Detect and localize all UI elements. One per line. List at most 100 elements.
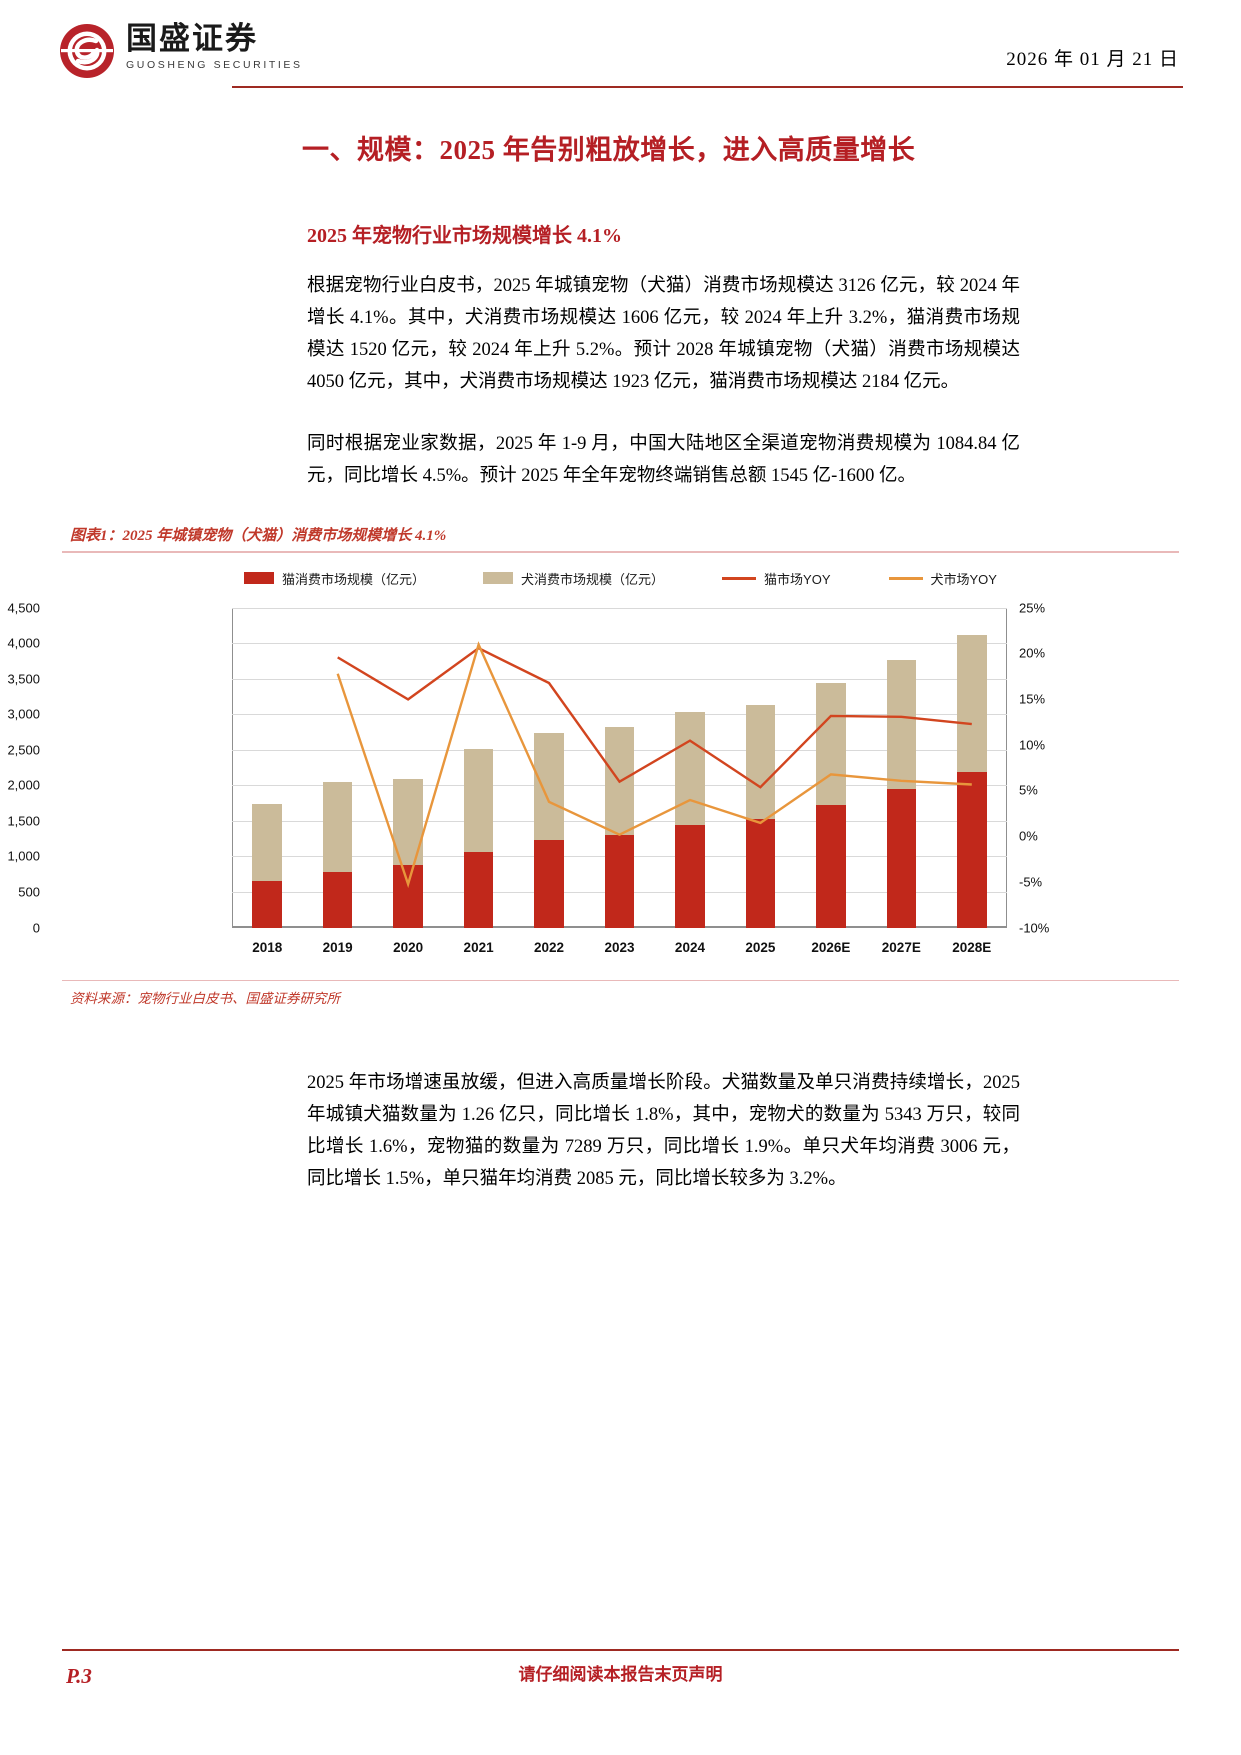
header-divider (232, 86, 1183, 88)
paragraph-3: 2025 年市场增速虽放缓，但进入高质量增长阶段。犬猫数量及单只消费持续增长，2… (307, 1073, 1020, 1189)
chart-bar-column (463, 749, 494, 928)
legend-swatch-cat-line-icon (722, 576, 757, 580)
y-axis-left-tick: 3,500 (7, 671, 40, 687)
chart-bar-column (886, 659, 917, 928)
paragraph-2: 同时根据宠业家数据，2025 年 1-9 月，中国大陆地区全渠道宠物消费规模为 … (307, 434, 1020, 486)
figure-1: 图表1：2025 年城镇宠物（犬猫）消费市场规模增长 4.1% 猫消费市场规模（… (7, 524, 1179, 1007)
y-axis-left-tick: 0 (32, 920, 40, 935)
x-axis-tick: 2022 (534, 939, 565, 955)
chart-gridline (232, 714, 1007, 716)
section-heading: 一、规模：2025 年告别粗放增长，进入高质量增长 (302, 135, 916, 165)
sub-heading: 2025 年宠物行业市场规模增长 4.1% (307, 225, 622, 247)
legend-item-cat-bar: 猫消费市场规模（亿元） (244, 569, 425, 588)
figure-source: 资料来源：宠物行业白皮书、国盛证券研究所 (70, 991, 340, 1006)
logo-company-name-cn: 国盛证券 (126, 21, 258, 56)
chart-bar-column (252, 804, 282, 928)
x-axis-tick: 2019 (322, 939, 353, 955)
chart-bar-column (956, 635, 987, 928)
y-axis-right-tick: 15% (1019, 691, 1046, 707)
chart-line-overlay (232, 608, 1007, 928)
chart-bar-cat-segment (816, 805, 846, 928)
chart-bar-dog-segment (463, 749, 494, 853)
legend-item-dog-bar: 犬消费市场规模（亿元） (483, 569, 664, 588)
y-axis-right-tick: 10% (1019, 737, 1046, 753)
figure-caption: 图表1：2025 年城镇宠物（犬猫）消费市场规模增长 4.1% (70, 528, 447, 544)
chart-bar-dog-segment (322, 782, 353, 873)
legend-swatch-cat-icon (244, 572, 275, 584)
legend-item-dog-yoy: 犬市场YOY (888, 569, 997, 588)
chart-gridline (232, 607, 1007, 609)
chart-y-axis-right (1005, 607, 1007, 928)
page-header: 国盛证券 GUOSHENG SECURITIES 2026 年 01 月 21 … (0, 0, 1241, 92)
chart-bar-cat-segment (393, 864, 423, 928)
chart-bar-column (393, 779, 423, 928)
chart-bar-dog-segment (675, 712, 705, 825)
chart-bar-column (675, 712, 705, 928)
y-axis-left-tick: 3,000 (7, 706, 40, 722)
x-axis-tick: 2028E (952, 939, 992, 955)
chart-y-axis-left (232, 607, 234, 928)
legend-label-cat-yoy: 猫市场YOY (764, 571, 831, 587)
x-axis-tick: 2025 (745, 939, 776, 955)
chart-gridline (232, 678, 1007, 680)
chart-bar-cat-segment (886, 789, 917, 928)
chart-legend: 猫消费市场规模（亿元） 犬消费市场规模（亿元） 猫市场YOY 犬市场YOY (62, 553, 1179, 590)
chart-bar-column (604, 727, 635, 928)
chart-line-series (338, 644, 972, 884)
chart-plot-area (232, 607, 1007, 928)
legend-swatch-dog-icon (483, 572, 514, 584)
y-axis-right-tick: 20% (1019, 645, 1046, 661)
chart-bar-cat-segment (675, 824, 705, 928)
chart-bar-dog-segment (252, 804, 282, 882)
paragraph-1: 根据宠物行业白皮书，2025 年城镇宠物（犬猫）消费市场规模达 3126 亿元，… (307, 276, 1020, 392)
legend-label-dog-bar: 犬消费市场规模（亿元） (521, 571, 665, 587)
legend-label-cat-bar: 猫消费市场规模（亿元） (282, 571, 426, 587)
x-axis-tick: 2024 (674, 939, 705, 955)
y-axis-left-tick: 500 (18, 884, 40, 900)
legend-swatch-dog-line-icon (888, 576, 923, 580)
chart-bar-column (816, 683, 846, 928)
chart-gridline (232, 643, 1007, 645)
chart-bar-cat-segment (956, 772, 987, 928)
x-axis-tick: 2023 (604, 939, 635, 955)
chart-bar-dog-segment (534, 732, 564, 840)
chart-bar-dog-segment (956, 635, 987, 773)
document-content: 一、规模：2025 年告别粗放增长，进入高质量增长 2025 年宠物行业市场规模… (0, 128, 1241, 1195)
y-axis-right-tick: -10% (1019, 920, 1050, 935)
chart-bar-dog-segment (816, 683, 846, 806)
chart-bar-column (534, 732, 564, 928)
chart-bar-cat-segment (745, 819, 776, 928)
x-axis-tick: 2020 (393, 939, 424, 955)
figure-top-rule (62, 551, 1179, 553)
chart-canvas: 0 500 1,000 1,500 2,000 2,500 3,000 3,500 4,000 4… (7, 594, 1179, 976)
x-axis-tick: 2026E (811, 939, 851, 955)
chart-bar-cat-segment (534, 839, 564, 928)
footer-disclaimer: 请仔细阅读本报告末页声明 (518, 1665, 723, 1684)
y-axis-left-tick: 4,500 (7, 600, 40, 615)
y-axis-left-tick: 1,000 (7, 848, 40, 864)
chart-line-series (338, 648, 972, 787)
chart-bar-cat-segment (252, 881, 282, 928)
chart-bar-cat-segment (463, 852, 494, 928)
guosheng-logo-icon (58, 22, 116, 80)
figure-bottom-rule (62, 979, 1179, 981)
y-axis-right-tick: -5% (1019, 874, 1043, 890)
chart-bar-cat-segment (322, 872, 353, 928)
company-logo: 国盛证券 GUOSHENG SECURITIES (58, 22, 303, 80)
y-axis-left-tick: 2,000 (7, 777, 40, 793)
y-axis-right-tick: 25% (1019, 600, 1046, 615)
chart-bar-dog-segment (886, 659, 917, 790)
x-axis-tick: 2027E (881, 939, 921, 955)
y-axis-right-tick: 5% (1019, 782, 1038, 798)
y-axis-left-tick: 1,500 (7, 813, 40, 829)
chart-bar-dog-segment (745, 705, 776, 820)
x-axis-tick: 2021 (463, 939, 494, 955)
logo-company-name-en: GUOSHENG SECURITIES (126, 59, 303, 71)
y-axis-left-tick: 2,500 (7, 742, 40, 758)
x-axis-tick: 2018 (252, 939, 283, 955)
page-number: P.3 (66, 1664, 92, 1688)
chart-bar-cat-segment (604, 834, 635, 928)
report-date: 2026 年 01 月 21 日 (1006, 49, 1179, 70)
chart-bar-column (745, 705, 776, 928)
legend-item-cat-yoy: 猫市场YOY (722, 569, 831, 588)
